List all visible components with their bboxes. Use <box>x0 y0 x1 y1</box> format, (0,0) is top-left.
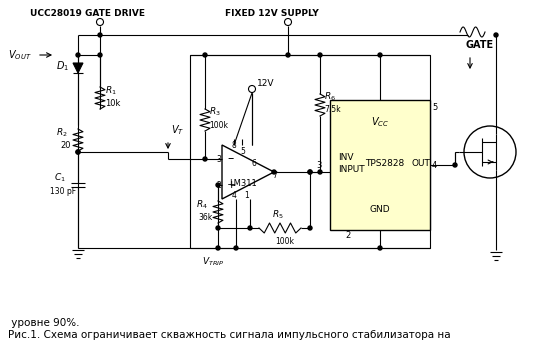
Text: 1: 1 <box>244 191 249 200</box>
Bar <box>330 100 430 230</box>
Text: 5: 5 <box>432 103 437 112</box>
Circle shape <box>76 150 80 154</box>
Text: 7.5k: 7.5k <box>324 106 341 115</box>
Circle shape <box>318 170 322 174</box>
Text: $R_6$: $R_6$ <box>324 91 336 103</box>
Text: $R_4$: $R_4$ <box>196 199 208 211</box>
Circle shape <box>234 246 238 250</box>
Text: $R_5$: $R_5$ <box>272 209 284 221</box>
Circle shape <box>216 246 220 250</box>
Text: INV: INV <box>338 153 353 162</box>
Circle shape <box>308 170 312 174</box>
Text: $R_1$: $R_1$ <box>105 85 117 97</box>
Text: $V_T$: $V_T$ <box>171 123 184 137</box>
Circle shape <box>494 33 498 37</box>
Text: FIXED 12V SUPPLY: FIXED 12V SUPPLY <box>225 9 318 18</box>
Text: $D_1$: $D_1$ <box>56 59 69 73</box>
Text: 3: 3 <box>216 155 221 164</box>
Text: 4: 4 <box>232 191 237 200</box>
Text: 36k: 36k <box>198 212 213 221</box>
Text: 5: 5 <box>240 147 245 156</box>
Text: 100k: 100k <box>209 120 228 129</box>
Text: $C_1$: $C_1$ <box>54 172 66 184</box>
Text: 12V: 12V <box>257 79 274 88</box>
Circle shape <box>453 163 457 167</box>
Circle shape <box>98 53 102 57</box>
Text: 4: 4 <box>432 161 437 170</box>
Circle shape <box>272 170 276 174</box>
Text: 7: 7 <box>272 172 277 181</box>
Text: GATE: GATE <box>465 40 493 50</box>
Text: 8: 8 <box>232 142 237 151</box>
Text: Рис.1. Схема ограничивает скважность сигнала импульсного стабилизатора на: Рис.1. Схема ограничивает скважность сиг… <box>8 330 451 340</box>
Bar <box>190 55 430 248</box>
Text: INPUT: INPUT <box>338 165 365 174</box>
Text: GND: GND <box>370 206 390 215</box>
Circle shape <box>308 170 312 174</box>
Circle shape <box>318 53 322 57</box>
Circle shape <box>286 53 290 57</box>
Text: –: – <box>227 153 233 165</box>
Text: $V_{TRIP}$: $V_{TRIP}$ <box>202 256 224 268</box>
Text: $V_{CC}$: $V_{CC}$ <box>371 115 389 129</box>
Text: $R_2$: $R_2$ <box>56 127 68 139</box>
Text: 3: 3 <box>317 161 322 170</box>
Text: 20: 20 <box>60 140 70 149</box>
Text: UCC28019 GATE DRIVE: UCC28019 GATE DRIVE <box>30 9 145 18</box>
Circle shape <box>203 157 207 161</box>
Circle shape <box>378 53 382 57</box>
Text: 100k: 100k <box>275 237 294 246</box>
Text: уровне 90%.: уровне 90%. <box>8 318 80 328</box>
Text: 2: 2 <box>216 181 221 190</box>
Text: LM311: LM311 <box>229 180 257 189</box>
Text: TPS2828: TPS2828 <box>365 158 405 167</box>
Circle shape <box>203 53 207 57</box>
Circle shape <box>248 226 252 230</box>
Polygon shape <box>73 63 83 73</box>
Text: $V_{OUT}$: $V_{OUT}$ <box>8 48 32 62</box>
Circle shape <box>308 226 312 230</box>
Circle shape <box>98 33 102 37</box>
Circle shape <box>216 183 220 187</box>
Circle shape <box>378 246 382 250</box>
Text: 2: 2 <box>345 231 350 240</box>
Text: 6: 6 <box>252 158 257 167</box>
Circle shape <box>76 150 80 154</box>
Text: +: + <box>227 180 236 190</box>
Circle shape <box>216 226 220 230</box>
Text: 10k: 10k <box>105 99 121 108</box>
Circle shape <box>76 53 80 57</box>
Text: $R_3$: $R_3$ <box>209 106 221 118</box>
Text: OUT: OUT <box>412 158 431 167</box>
Text: 130 pF: 130 pF <box>50 186 76 195</box>
